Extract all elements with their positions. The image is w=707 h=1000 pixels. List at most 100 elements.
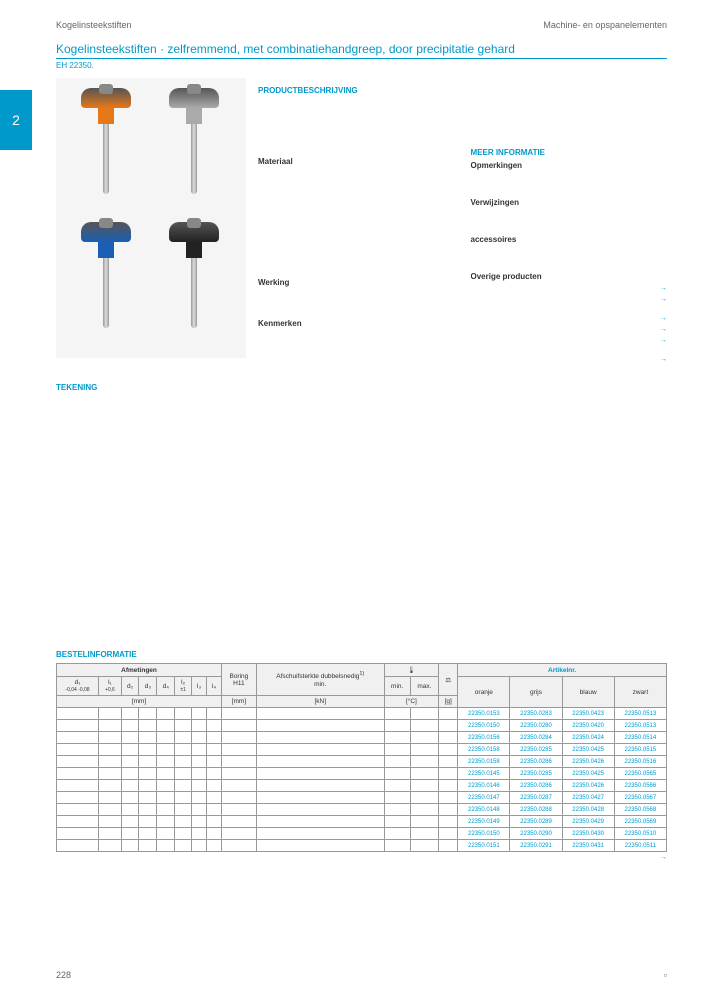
article-link[interactable]: 22350.0510	[625, 831, 657, 837]
article-link[interactable]: 22350.0423	[572, 711, 604, 717]
table-row: 22350.0145 22350.0285 22350.0425 22350.0565	[57, 768, 667, 780]
th-d3: d₃	[139, 677, 157, 696]
table-row: 22350.0148 22350.0288 22350.0428 22350.0568	[57, 804, 667, 816]
article-link[interactable]: 22350.0569	[625, 819, 657, 825]
article-link[interactable]: 22350.0288	[520, 807, 552, 813]
article-link[interactable]: 22350.0426	[572, 783, 604, 789]
accessoires-text	[471, 248, 668, 264]
verwijzingen-text	[471, 211, 668, 227]
heading-opmerkingen: Opmerkingen	[471, 161, 668, 170]
article-link[interactable]: 22350.0425	[572, 771, 604, 777]
product-link-5[interactable]	[471, 337, 668, 344]
heading-kenmerken: Kenmerken	[258, 319, 455, 328]
th-max: max.	[410, 677, 438, 696]
table-row: 22350.0147 22350.0287 22350.0427 22350.0567	[57, 792, 667, 804]
opmerkingen-text	[471, 174, 668, 190]
article-link[interactable]: 22350.0287	[520, 795, 552, 801]
kenmerken-text	[258, 332, 455, 352]
drawing-area	[56, 402, 667, 642]
th-boring: BoringH11	[222, 664, 257, 696]
article-link[interactable]: 22350.0286	[520, 759, 552, 765]
footer-icon: ▫	[664, 970, 667, 980]
article-link[interactable]: 22350.0156	[468, 735, 500, 741]
article-link[interactable]: 22350.0513	[625, 711, 657, 717]
article-link[interactable]: 22350.0427	[572, 795, 604, 801]
article-link[interactable]: 22350.0420	[572, 723, 604, 729]
article-link[interactable]: 22350.0286	[520, 783, 552, 789]
th-d1: d₁-0,04 -0,08	[57, 677, 99, 696]
article-link[interactable]: 22350.0280	[520, 723, 552, 729]
article-link[interactable]: 22350.0511	[625, 843, 656, 849]
th-afmetingen: Afmetingen	[57, 664, 222, 677]
th-afschuif: Afschuifsterkte dubbelsnedig1)min.	[256, 664, 384, 696]
th-temp-icon: 🌡	[384, 664, 438, 677]
article-link[interactable]: 22350.0153	[468, 711, 500, 717]
article-link[interactable]: 22350.0284	[520, 735, 552, 741]
article-link[interactable]: 22350.0146	[468, 783, 500, 789]
order-table: Afmetingen BoringH11 Afschuifsterkte dub…	[56, 663, 667, 852]
article-link[interactable]: 22350.0514	[625, 735, 657, 741]
description-text	[258, 99, 455, 149]
article-link[interactable]: 22350.0150	[468, 723, 500, 729]
article-link[interactable]: 22350.0148	[468, 807, 500, 813]
article-link[interactable]: 22350.0290	[520, 831, 552, 837]
table-row: 22350.0156 22350.0284 22350.0424 22350.0514	[57, 732, 667, 744]
product-link-2[interactable]	[471, 296, 668, 303]
page-tab: 2	[0, 90, 32, 150]
th-zwart: zwart	[614, 677, 666, 708]
th-artikelnr: Artikelnr.	[458, 664, 667, 677]
article-link[interactable]: 22350.0568	[625, 807, 657, 813]
product-code: EH 22350.	[56, 61, 667, 70]
article-link[interactable]: 22350.0516	[625, 759, 657, 765]
product-link-4[interactable]	[471, 326, 668, 333]
article-link[interactable]: 22350.0289	[520, 819, 552, 825]
article-link[interactable]: 22350.0430	[572, 831, 604, 837]
th-d4: d₄	[157, 677, 175, 696]
article-link[interactable]: 22350.0429	[572, 819, 604, 825]
heading-verwijzingen: Verwijzingen	[471, 198, 668, 207]
heading-productbeschrijving: PRODUCTBESCHRIJVING	[258, 86, 455, 95]
article-link[interactable]: 22350.0151	[468, 843, 500, 849]
article-link[interactable]: 22350.0158	[468, 747, 500, 753]
th-grijs: grijs	[510, 677, 562, 708]
page-footer: 228 ▫	[56, 970, 667, 980]
article-link[interactable]: 22350.0283	[520, 711, 552, 717]
article-link[interactable]: 22350.0565	[625, 771, 657, 777]
article-link[interactable]: 22350.0428	[572, 807, 604, 813]
article-link[interactable]: 22350.0431	[572, 843, 604, 849]
table-row: 22350.0153 22350.0283 22350.0423 22350.0513	[57, 708, 667, 720]
heading-bestelinformatie: BESTELINFORMATIE	[56, 650, 667, 659]
article-link[interactable]: 22350.0147	[468, 795, 500, 801]
product-link-6[interactable]	[471, 356, 668, 363]
page-title: Kogelinsteekstiften · zelfremmend, met c…	[56, 42, 667, 59]
table-row: 22350.0149 22350.0289 22350.0429 22350.0569	[57, 816, 667, 828]
article-link[interactable]: 22350.0566	[625, 783, 657, 789]
table-row: 22350.0158 22350.0285 22350.0425 22350.0515	[57, 744, 667, 756]
th-l4: l₄	[207, 677, 222, 696]
article-link[interactable]: 22350.0424	[572, 735, 604, 741]
article-link[interactable]: 22350.0291	[520, 843, 552, 849]
header-right: Machine- en opspanelementen	[543, 20, 667, 30]
article-link[interactable]: 22350.0149	[468, 819, 500, 825]
th-l1: l₁+0,6	[99, 677, 122, 696]
th-g: [g]	[439, 696, 458, 708]
page-header: Kogelinsteekstiften Machine- en opspanel…	[56, 20, 667, 30]
th-min: min.	[384, 677, 410, 696]
article-link[interactable]: 22350.0145	[468, 771, 500, 777]
article-link[interactable]: 22350.0285	[520, 771, 552, 777]
article-link[interactable]: 22350.0513	[625, 723, 657, 729]
article-link[interactable]: 22350.0515	[625, 747, 657, 753]
product-link-3[interactable]	[471, 315, 668, 322]
article-link[interactable]: 22350.0425	[572, 747, 604, 753]
article-link[interactable]: 22350.0285	[520, 747, 552, 753]
article-link[interactable]: 22350.0150	[468, 831, 500, 837]
article-link[interactable]: 22350.0567	[625, 795, 657, 801]
article-link[interactable]: 22350.0426	[572, 759, 604, 765]
product-link-1[interactable]	[471, 285, 668, 292]
heading-meerinfo: MEER INFORMATIE	[471, 148, 668, 157]
table-row: 22350.0146 22350.0286 22350.0426 22350.0566	[57, 780, 667, 792]
heading-materiaal: Materiaal	[258, 157, 455, 166]
more-link[interactable]: →	[56, 854, 667, 861]
table-row: 22350.0151 22350.0291 22350.0431 22350.0511	[57, 840, 667, 852]
article-link[interactable]: 22350.0158	[468, 759, 500, 765]
